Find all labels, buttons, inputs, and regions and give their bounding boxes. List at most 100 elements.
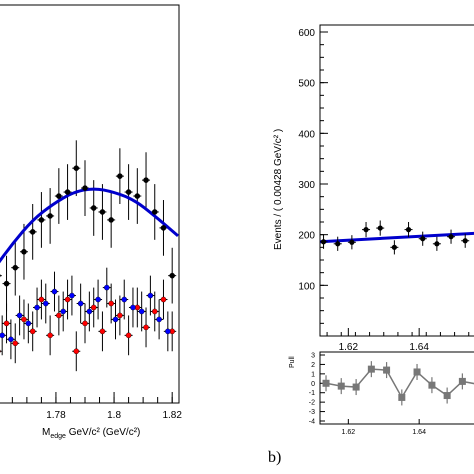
right-y-tick-label: 600 — [298, 28, 315, 39]
left-data-point — [64, 296, 71, 303]
left-x-axis-label-main: M — [42, 427, 50, 438]
pull-point — [428, 381, 436, 389]
pull-point — [337, 382, 345, 390]
right-y-tick-label: 400 — [298, 129, 315, 140]
right-fit-line — [319, 231, 474, 244]
pull-y-tick-label: 3 — [311, 353, 315, 360]
left-data-point — [21, 248, 27, 255]
right-y-tick-label: 500 — [298, 79, 315, 90]
left-data-point — [51, 288, 58, 295]
left-data-points — [0, 165, 175, 355]
left-data-point — [56, 193, 62, 199]
left-data-point — [125, 332, 132, 339]
left-x-tick-label: 1.82 — [162, 410, 182, 421]
left-data-point — [90, 205, 97, 211]
right-data-point — [349, 239, 355, 245]
pull-y-tick-label: -1 — [309, 390, 315, 397]
right-main-frame — [319, 24, 474, 337]
left-data-point — [99, 328, 106, 335]
left-data-point — [90, 304, 97, 311]
left-data-point — [0, 332, 5, 339]
left-data-point — [12, 340, 19, 347]
right-data-point — [462, 238, 468, 244]
right-data-point — [363, 227, 369, 233]
left-data-point — [47, 332, 53, 339]
pull-y-tick-label: 1 — [311, 371, 315, 378]
left-data-point — [156, 316, 162, 323]
left-data-point — [16, 312, 23, 319]
left-x-axis: 1.78 1.8 1.82 — [11, 392, 182, 421]
left-x-tick-label: 1.8 — [107, 410, 121, 421]
left-data-point — [34, 304, 40, 311]
pull-y-tick-label: -4 — [309, 419, 315, 426]
left-data-point — [3, 280, 10, 287]
pull-point — [443, 392, 451, 400]
pull-y-axis-label: Pull — [289, 356, 296, 368]
left-x-tick-label: 1.78 — [46, 410, 66, 421]
left-x-axis-label-rest: GeV/c² (GeV/c²) — [66, 427, 140, 438]
left-data-point — [99, 209, 106, 215]
left-data-point — [47, 213, 53, 219]
right-data-point — [335, 241, 341, 247]
pull-x-tick-label: 1.64 — [412, 429, 426, 436]
pull-y-axis: -4 -3 -2 -1 0 1 2 3 — [309, 353, 325, 426]
left-data-point — [121, 296, 128, 303]
pull-y-tick-label: -2 — [309, 400, 315, 407]
left-data-point — [103, 284, 110, 291]
left-data-point — [165, 328, 171, 335]
left-plot-frame — [0, 4, 180, 404]
pull-frame — [319, 351, 474, 425]
left-data-point — [82, 185, 88, 191]
pull-point — [458, 377, 466, 385]
left-data-point — [169, 272, 175, 279]
right-data-point — [405, 227, 412, 233]
left-data-point — [151, 308, 158, 315]
left-data-point — [108, 217, 114, 223]
pull-point — [352, 383, 360, 391]
right-x-tick-label: 1.64 — [409, 342, 429, 353]
pull-point — [398, 393, 406, 401]
left-data-point — [117, 173, 123, 179]
right-y-axis: 100 200 300 400 500 600 — [298, 28, 328, 324]
left-data-point — [38, 296, 45, 303]
left-data-point — [64, 189, 71, 195]
left-data-point — [12, 264, 19, 271]
right-y-tick-label: 300 — [298, 180, 315, 191]
left-data-point — [29, 229, 36, 235]
right-data-points — [319, 220, 470, 255]
pull-line — [325, 368, 474, 399]
right-data-point — [420, 236, 426, 242]
left-x-axis-label: Medge GeV/c² (GeV/c²) — [42, 427, 140, 440]
left-data-point — [56, 312, 62, 319]
pull-x-tick-label: 1.62 — [342, 429, 356, 436]
right-data-point — [320, 239, 327, 245]
right-data-point — [434, 241, 440, 247]
pull-point — [383, 366, 391, 374]
left-data-point — [143, 177, 149, 183]
left-data-point — [3, 320, 10, 327]
left-data-point — [73, 348, 80, 355]
left-data-point — [151, 209, 158, 215]
pull-point — [413, 368, 421, 376]
pull-point — [367, 365, 375, 373]
left-error-bars — [0, 140, 177, 372]
panel-b-label: b) — [268, 449, 281, 466]
left-data-point — [130, 304, 136, 311]
right-y-tick-label: 100 — [298, 281, 315, 292]
left-data-point — [21, 316, 27, 323]
left-data-point — [108, 300, 114, 307]
right-y-axis-label: Events / ( 0.00428 GeV/c² ) — [273, 129, 284, 250]
left-fit-curve — [0, 187, 179, 264]
left-data-point — [38, 217, 45, 223]
pull-y-tick-label: 0 — [311, 381, 315, 388]
left-data-point — [29, 328, 36, 335]
pull-y-tick-label: -3 — [309, 409, 315, 416]
pull-plot — [322, 361, 474, 406]
left-data-point — [138, 308, 145, 315]
left-data-point — [112, 316, 119, 323]
left-data-point — [117, 312, 123, 319]
left-data-point — [77, 300, 84, 307]
left-data-point — [160, 296, 167, 303]
